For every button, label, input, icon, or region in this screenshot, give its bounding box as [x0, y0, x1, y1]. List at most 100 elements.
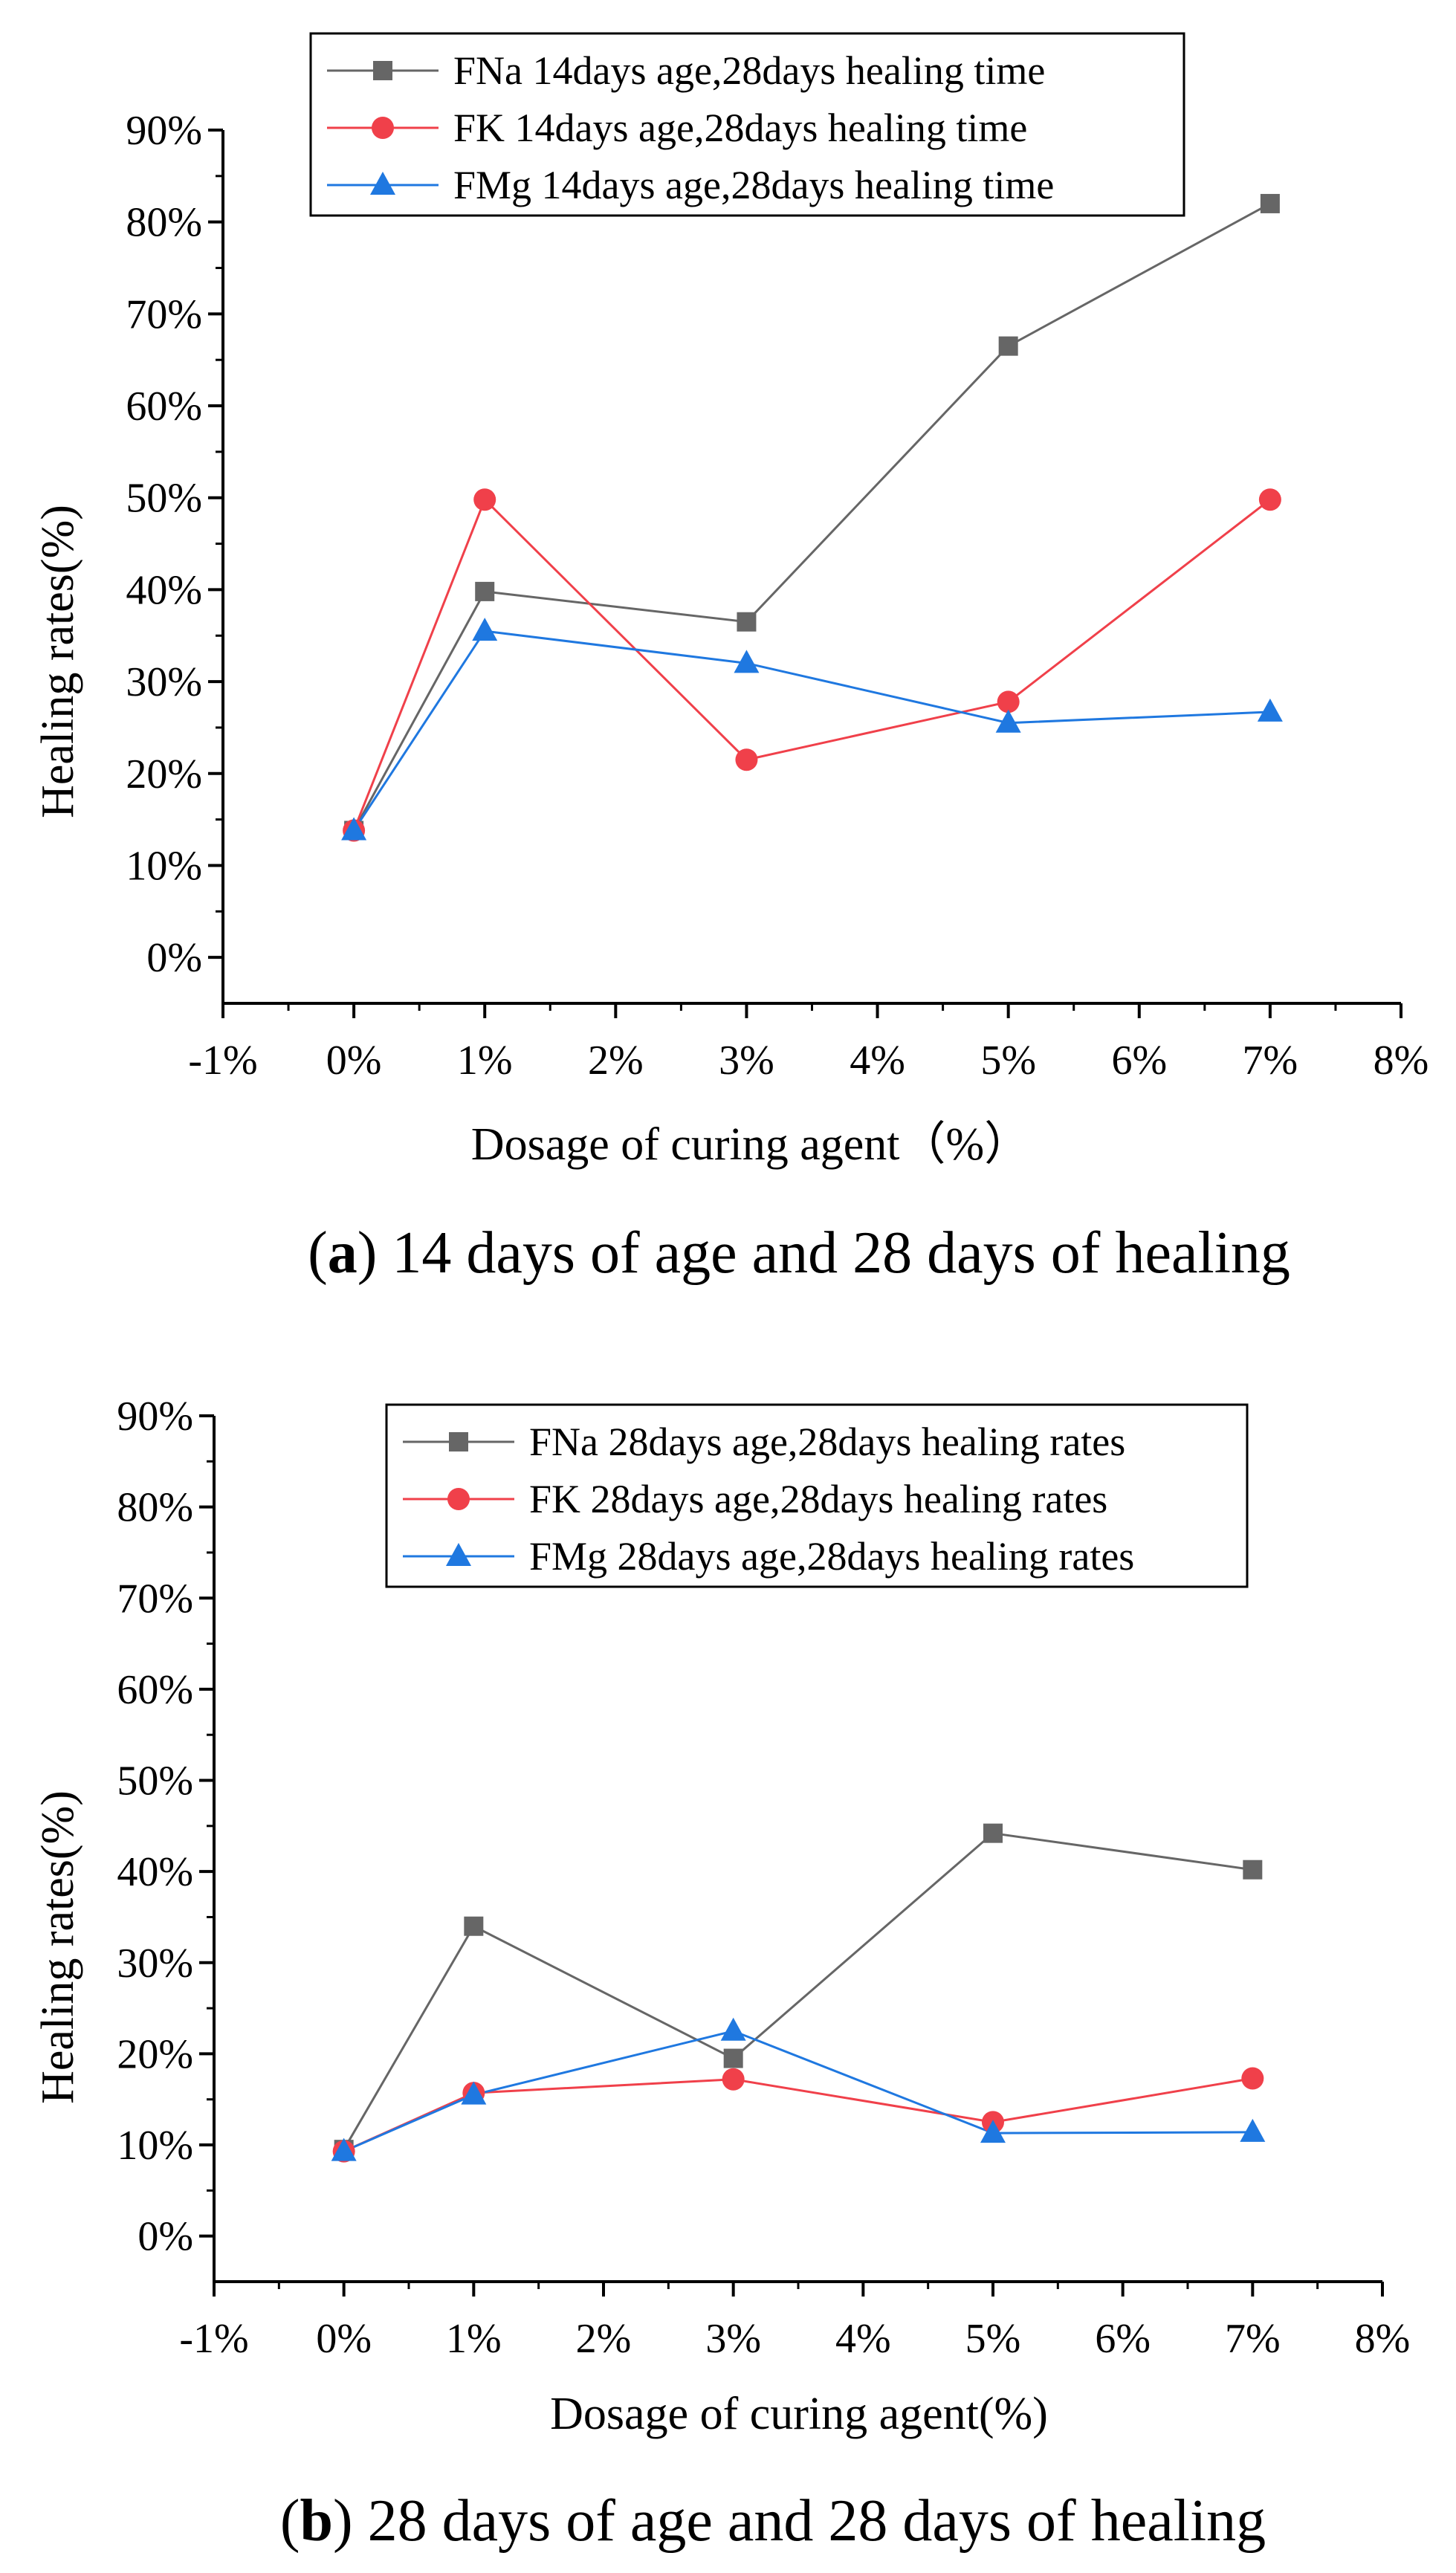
chart-a-x-tick-label: 3%	[719, 1038, 774, 1084]
chart-a-caption-letter: a	[328, 1220, 357, 1286]
chart-b-x-tick-label: -1%	[179, 2316, 248, 2362]
chart-b-legend: FNa 28days age,28days healing rates FK 28…	[385, 1403, 1249, 1588]
chart-b-y-tick-label: 20%	[117, 2031, 193, 2077]
chart-b-caption-open: (	[280, 2488, 300, 2554]
chart-b-x-tick-label: 2%	[576, 2316, 632, 2362]
chart-b-series-2-point	[722, 2068, 745, 2091]
chart-b-x-tick-label: 8%	[1355, 2316, 1411, 2362]
chart-b-caption-letter: b	[300, 2488, 333, 2554]
chart-b-x-axis-title: Dosage of curing agent(%)	[550, 2389, 1048, 2439]
chart-a-series-1-point	[737, 612, 757, 632]
chart-a-x-tick-label: 7%	[1243, 1038, 1298, 1084]
chart-a-x-tick-label: 2%	[588, 1038, 644, 1084]
chart-b-caption-text: ) 28 days of age and 28 days of healing	[333, 2488, 1266, 2554]
chart-a-x-tick-label: 1%	[457, 1038, 513, 1084]
chart-a-y-tick-label: 0%	[146, 935, 202, 981]
chart-a-y-tick-label: 90%	[126, 108, 202, 154]
chart-a-y-axis-title: Healing rates(%)	[33, 505, 83, 818]
chart-b-y-axis-title: Healing rates(%)	[33, 1790, 83, 2104]
chart-a-y-tick-label: 10%	[126, 843, 202, 889]
chart-a-x-axis-title: Dosage of curing agent（%）	[471, 1119, 1030, 1170]
chart-b-x-tick-label: 4%	[835, 2316, 891, 2362]
chart-a-y-tick-label: 20%	[126, 751, 202, 797]
chart-a-x-tick-label: 5%	[980, 1038, 1036, 1084]
chart-b-series-1-point	[723, 2048, 743, 2068]
chart-a-series-2-point	[735, 748, 758, 771]
chart-b-y-tick-label: 80%	[117, 1485, 193, 1531]
chart-a-caption-open: (	[308, 1220, 328, 1286]
chart-a-series-3-point	[472, 618, 498, 641]
chart-a-x-tick-label: 0%	[326, 1038, 382, 1084]
chart-b-legend-marker-1	[449, 1432, 468, 1451]
chart-a-legend-marker-3	[370, 172, 395, 195]
chart-b-legend-label-1: FNa 28days age,28days healing rates	[529, 1420, 1125, 1464]
chart-a-x-tick-label: 4%	[850, 1038, 905, 1084]
chart-a-series-1-point	[1260, 193, 1280, 213]
chart-b-legend-box	[385, 1403, 1249, 1588]
chart-a-series-2-point	[997, 690, 1020, 713]
chart-b-series-3-point	[1240, 2118, 1266, 2142]
chart-a-y-tick-label: 80%	[126, 200, 202, 246]
chart-a-series-2-line	[352, 497, 1271, 832]
chart-b-y-tick-label: 70%	[117, 1576, 193, 1622]
chart-b-legend-label-3: FMg 28days age,28days healing rates	[529, 1534, 1134, 1579]
chart-a-legend-box	[309, 32, 1185, 217]
chart-b-y-tick-label: 40%	[117, 1849, 193, 1895]
chart-b-axes	[213, 1416, 1382, 2283]
chart-b-y-tick-label: 0%	[137, 2214, 193, 2260]
chart-a-caption: (a) 14 days of age and 28 days of healin…	[308, 1220, 1290, 1286]
chart-a-legend-label-1: FNa 14days age,28days healing time	[453, 48, 1045, 93]
chart-a-series-1-point	[998, 336, 1018, 356]
chart-a-series-2-point	[1258, 488, 1281, 511]
chart-b-series-1-point	[983, 1823, 1003, 1843]
chart-b-series-3-point	[980, 2120, 1006, 2143]
chart-b-y-tick-label: 90%	[117, 1394, 193, 1440]
chart-a-series-3-point	[995, 709, 1021, 733]
chart-b: 0% 10% 20% 30% 40% 50% 60% 70% 80% 90% -1% 0% 1% 2% 3%…	[33, 1394, 1410, 2554]
chart-b-series-3-point	[331, 2137, 357, 2161]
chart-a-y-tick-label: 50%	[126, 476, 202, 522]
chart-a-series-2-point	[473, 488, 496, 511]
chart-a-ticks: 0% 10% 20% 30% 40% 50% 60% 70% 80% 90% -1% 0% 1% 2% 3%…	[126, 108, 1429, 1084]
chart-a-series-3-point	[341, 817, 367, 841]
chart-b-legend-label-2: FK 28days age,28days healing rates	[529, 1477, 1107, 1521]
chart-b-series-1-point	[464, 1916, 484, 1936]
chart-a-axes	[221, 130, 1401, 1005]
chart-b-x-tick-label: 6%	[1095, 2316, 1151, 2362]
chart-b-series-3-point	[461, 2081, 487, 2105]
chart-a-legend-label-2: FK 14days age,28days healing time	[453, 106, 1027, 150]
chart-a-series	[341, 193, 1283, 842]
chart-b-legend-marker-3	[446, 1543, 471, 1566]
chart-b-x-tick-label: 7%	[1225, 2316, 1281, 2362]
chart-a-legend-label-3: FMg 14days age,28days healing time	[453, 163, 1054, 207]
chart-b-y-tick-label: 60%	[117, 1667, 193, 1713]
chart-a-series-1-line	[352, 202, 1271, 832]
chart-a-y-tick-label: 30%	[126, 659, 202, 705]
chart-b-series-1-point	[1243, 1860, 1263, 1880]
chart-b-x-tick-label: 0%	[316, 2316, 372, 2362]
chart-a-legend: FNa 14days age,28days healing time FK 14d…	[309, 32, 1185, 217]
chart-a-y-tick-label: 40%	[126, 567, 202, 613]
chart-a-x-tick-label: -1%	[188, 1038, 257, 1084]
chart-a-series-1-point	[475, 581, 495, 601]
chart-a-series-3-line	[352, 630, 1270, 832]
chart-b-x-tick-label: 3%	[705, 2316, 761, 2362]
chart-a-caption-text: ) 14 days of age and 28 days of healing	[357, 1220, 1290, 1286]
chart-a-y-tick-label: 70%	[126, 291, 202, 337]
chart-a-x-tick-label: 8%	[1374, 1038, 1429, 1084]
chart-a-legend-marker-2	[372, 117, 394, 139]
chart-a-legend-marker-1	[373, 61, 392, 80]
chart-b-x-tick-label: 1%	[446, 2316, 502, 2362]
chart-b-series-3-point	[720, 2017, 746, 2041]
chart-a: 0% 10% 20% 30% 40% 50% 60% 70% 80% 90% -1% 0% 1% 2% 3%…	[33, 32, 1429, 1286]
chart-b-y-tick-label: 10%	[117, 2123, 193, 2169]
chart-b-x-tick-label: 5%	[965, 2316, 1021, 2362]
chart-b-y-tick-label: 30%	[117, 1941, 193, 1987]
chart-a-series-3-point	[1257, 698, 1283, 722]
chart-a-series-3-point	[734, 650, 760, 673]
chart-b-series-2-point	[1241, 2067, 1264, 2090]
chart-a-y-tick-label: 60%	[126, 383, 202, 430]
chart-b-y-tick-label: 50%	[117, 1758, 193, 1805]
chart-a-x-tick-label: 6%	[1111, 1038, 1167, 1084]
